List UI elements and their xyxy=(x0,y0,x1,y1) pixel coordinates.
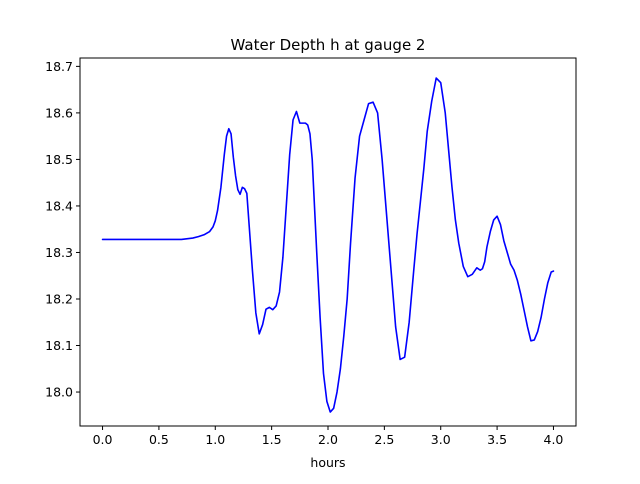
x-tick-label: 2.0 xyxy=(318,432,338,447)
chart-title: Water Depth h at gauge 2 xyxy=(231,36,426,54)
series-line xyxy=(101,77,555,413)
x-tick-label: 1.0 xyxy=(205,432,225,447)
x-tick-label: 3.5 xyxy=(487,432,507,447)
x-tick-label: 0.0 xyxy=(93,432,113,447)
x-axis-ticks: 0.0 0.5 1.0 1.5 2.0 2.5 3.0 3.5 4.0 xyxy=(93,426,564,447)
y-tick-label: 18.1 xyxy=(45,338,73,353)
x-tick-label: 3.0 xyxy=(431,432,451,447)
x-tick-label: 2.5 xyxy=(374,432,394,447)
plot-frame xyxy=(79,57,577,427)
x-axis-label: hours xyxy=(310,455,345,470)
y-tick-label: 18.4 xyxy=(45,198,73,213)
y-tick-label: 18.2 xyxy=(45,291,73,306)
y-tick-label: 18.7 xyxy=(45,59,73,74)
x-tick-label: 1.5 xyxy=(262,432,282,447)
y-tick-label: 18.6 xyxy=(45,105,73,120)
x-tick-label: 4.0 xyxy=(544,432,564,447)
x-tick-label: 0.5 xyxy=(149,432,169,447)
y-tick-label: 18.3 xyxy=(45,245,73,260)
y-axis-ticks: 18.0 18.1 18.2 18.3 18.4 18.5 18.6 18.7 xyxy=(45,59,80,400)
y-tick-label: 18.5 xyxy=(45,152,73,167)
y-tick-label: 18.0 xyxy=(45,385,73,400)
